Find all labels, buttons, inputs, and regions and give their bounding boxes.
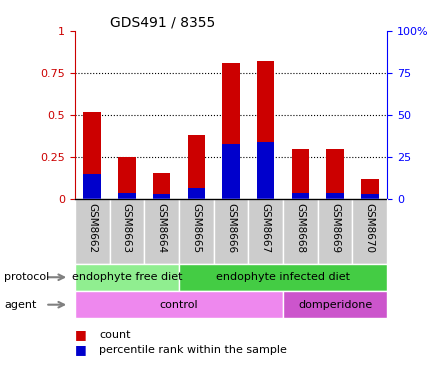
Bar <box>318 199 352 264</box>
Text: count: count <box>99 330 131 340</box>
Text: agent: agent <box>4 300 37 310</box>
Text: GDS491 / 8355: GDS491 / 8355 <box>110 15 215 29</box>
Text: control: control <box>160 300 198 310</box>
Text: endophyte infected diet: endophyte infected diet <box>216 272 350 282</box>
Bar <box>153 194 170 199</box>
Text: ■: ■ <box>75 343 87 356</box>
Bar <box>187 188 205 199</box>
Text: percentile rank within the sample: percentile rank within the sample <box>99 344 287 355</box>
Bar <box>292 149 309 199</box>
Bar <box>361 194 378 199</box>
Text: GSM8668: GSM8668 <box>295 203 305 253</box>
Bar <box>118 193 136 199</box>
Bar <box>326 193 344 199</box>
Bar <box>361 179 378 199</box>
Bar <box>75 264 179 291</box>
Bar <box>283 199 318 264</box>
Bar <box>75 199 110 264</box>
Bar <box>187 135 205 199</box>
Bar <box>352 199 387 264</box>
Bar <box>214 199 248 264</box>
Text: protocol: protocol <box>4 272 50 282</box>
Text: GSM8667: GSM8667 <box>261 203 271 253</box>
Bar <box>222 63 240 199</box>
Bar <box>153 172 170 199</box>
Bar <box>84 174 101 199</box>
Text: GSM8663: GSM8663 <box>122 203 132 253</box>
Bar <box>144 199 179 264</box>
Bar <box>257 142 275 199</box>
Text: GSM8664: GSM8664 <box>157 203 167 253</box>
Bar <box>326 149 344 199</box>
Bar <box>84 112 101 199</box>
Text: GSM8662: GSM8662 <box>87 203 97 253</box>
Text: GSM8670: GSM8670 <box>365 203 375 253</box>
Bar <box>283 291 387 318</box>
Bar <box>179 264 387 291</box>
Bar <box>292 193 309 199</box>
Text: endophyte free diet: endophyte free diet <box>72 272 182 282</box>
Text: GSM8669: GSM8669 <box>330 203 340 253</box>
Bar <box>257 61 275 199</box>
Text: GSM8665: GSM8665 <box>191 203 201 253</box>
Bar <box>75 291 283 318</box>
Bar <box>222 144 240 199</box>
Bar <box>179 199 214 264</box>
Bar <box>110 199 144 264</box>
Bar <box>248 199 283 264</box>
Bar <box>118 157 136 199</box>
Text: GSM8666: GSM8666 <box>226 203 236 253</box>
Text: domperidone: domperidone <box>298 300 372 310</box>
Text: ■: ■ <box>75 328 87 341</box>
